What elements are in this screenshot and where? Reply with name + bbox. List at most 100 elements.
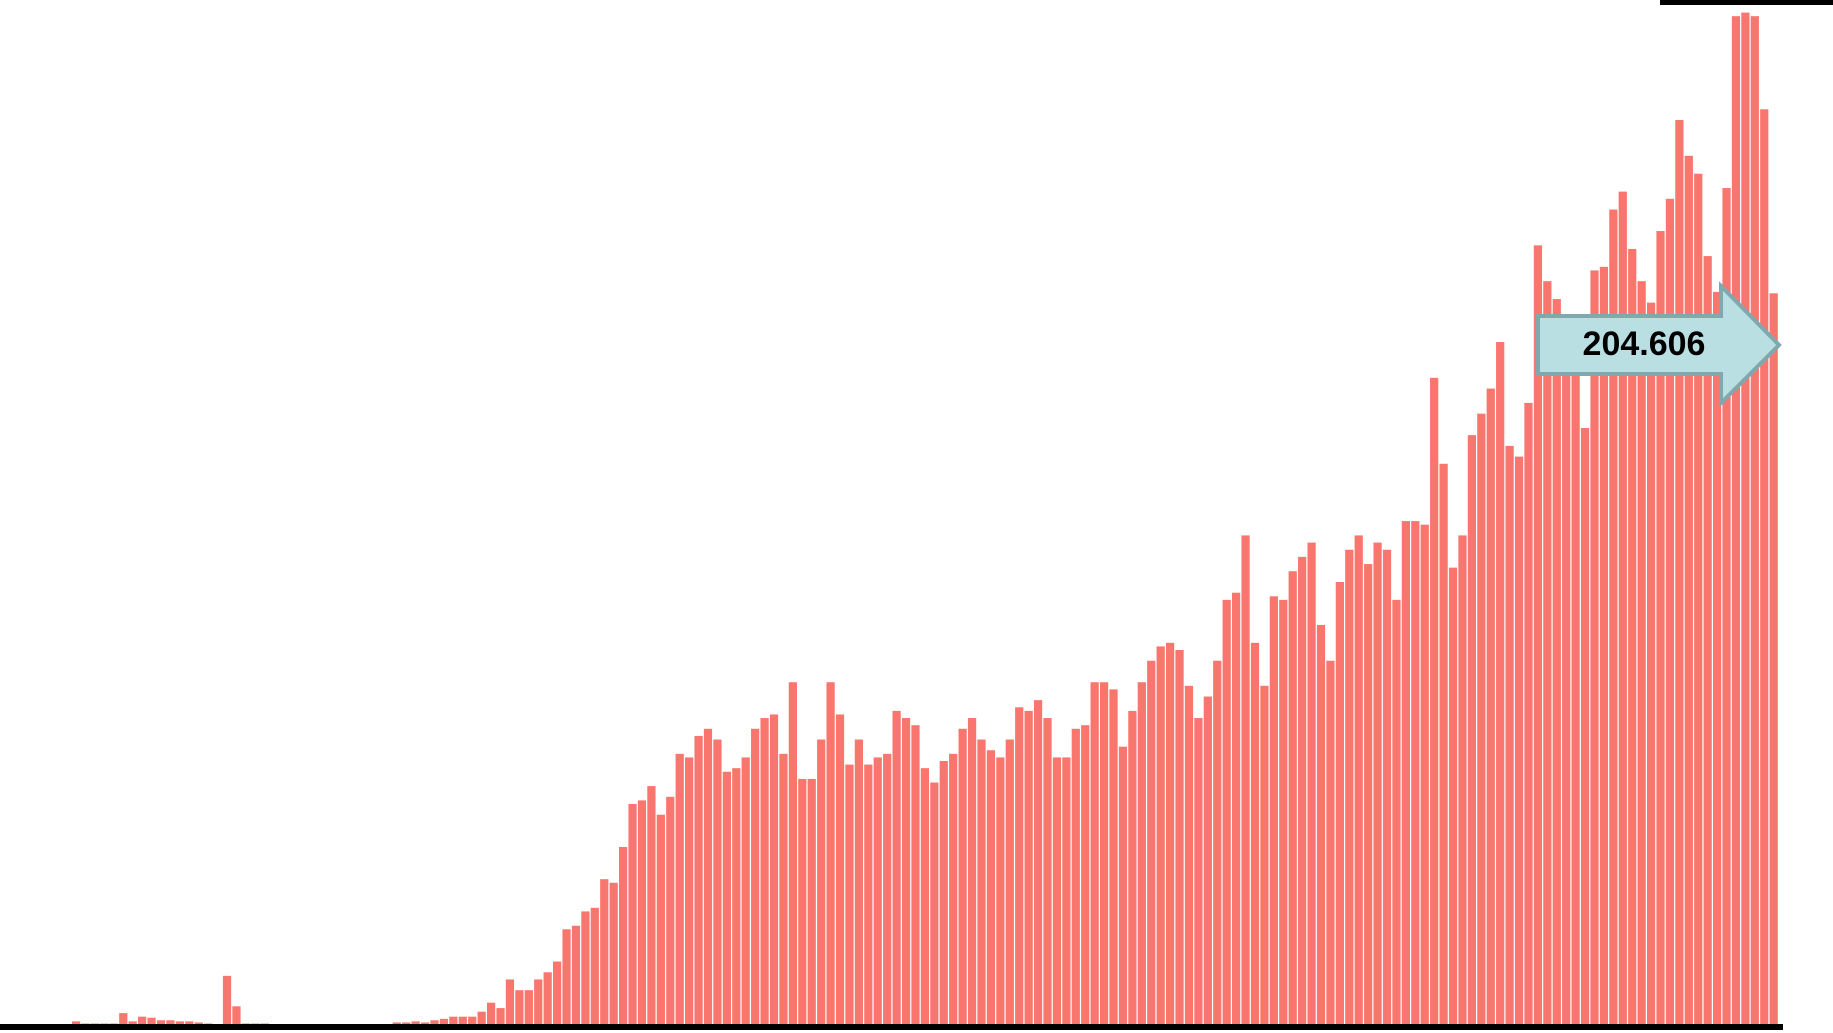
bar [1712,291,1722,1026]
bar [1033,700,1043,1026]
bar [1373,542,1382,1026]
bar [1156,646,1165,1026]
bar [1665,198,1675,1027]
bar [1269,596,1278,1026]
bar [1316,624,1326,1026]
bar [1505,445,1514,1027]
bar [496,1008,505,1026]
bar [675,753,684,1026]
bar [1109,689,1118,1026]
bar [468,1016,477,1026]
bar [1241,535,1250,1026]
bar [72,1021,81,1026]
bar [694,735,703,1026]
bar [534,979,543,1026]
bar [1307,542,1316,1026]
bar [1477,413,1486,1027]
bar [505,979,515,1026]
bar [666,796,675,1026]
bar [1090,682,1099,1026]
bar [1458,535,1467,1026]
bar [1448,567,1458,1026]
bar [741,757,750,1026]
bar [1684,155,1693,1026]
bar [1552,299,1561,1027]
bar [1081,725,1090,1026]
bar [892,710,901,1026]
bar [637,800,647,1026]
bar [845,764,854,1026]
bar [1288,571,1297,1026]
bar [1184,685,1194,1026]
bar [1694,173,1703,1027]
x-axis-line [0,1024,1783,1030]
bar [166,1020,175,1026]
bar [656,814,665,1026]
bar [562,929,571,1026]
bar [1175,649,1184,1026]
bar [1760,109,1769,1027]
bar [1015,707,1024,1026]
bar [911,725,920,1026]
bar [128,1021,137,1026]
bar [1354,535,1363,1026]
bar [619,846,628,1026]
bars [72,12,1778,1027]
bar [835,714,845,1026]
bar [1675,120,1684,1027]
bar [1637,281,1646,1027]
bar [1486,388,1495,1027]
bar [1543,281,1552,1027]
bar [439,1018,449,1026]
bar [477,1011,486,1026]
bar [1024,710,1033,1026]
bar [147,1017,156,1026]
bar [552,961,562,1026]
bar [1345,549,1354,1026]
bar [156,1020,166,1026]
bar [949,753,958,1026]
callout-arrow [1536,281,1782,408]
bar [1326,660,1335,1026]
bar [788,682,797,1026]
bar [1043,718,1052,1026]
bar [760,718,769,1026]
bar [1703,256,1712,1027]
bar [1052,757,1062,1026]
bar [1599,266,1609,1026]
bar [722,771,731,1026]
bar [977,739,986,1026]
bar [119,1013,128,1026]
bar [713,739,722,1026]
bar [1609,209,1618,1026]
bar [543,972,552,1026]
bar [1250,642,1260,1026]
bar [1364,564,1373,1026]
bar [939,761,948,1026]
bar [1382,549,1392,1026]
bar [864,764,873,1026]
bar [1741,12,1750,1026]
bar [1750,16,1759,1026]
bar [1731,16,1741,1026]
bar [1722,188,1731,1026]
bar [628,803,637,1026]
bar [1194,718,1203,1026]
bar [1514,456,1524,1026]
bar [1260,685,1269,1026]
bar [769,714,779,1026]
bar [1533,245,1543,1026]
bar [1571,374,1580,1026]
bar [458,1016,467,1026]
bar [1392,599,1401,1026]
bar [854,739,864,1026]
bar [524,990,533,1026]
bar [967,718,977,1026]
bar [807,778,816,1026]
callout-label: 204.606 [1583,325,1706,363]
bar [185,1021,194,1026]
bar [581,911,590,1026]
bar [1420,524,1429,1026]
bar [449,1016,458,1026]
